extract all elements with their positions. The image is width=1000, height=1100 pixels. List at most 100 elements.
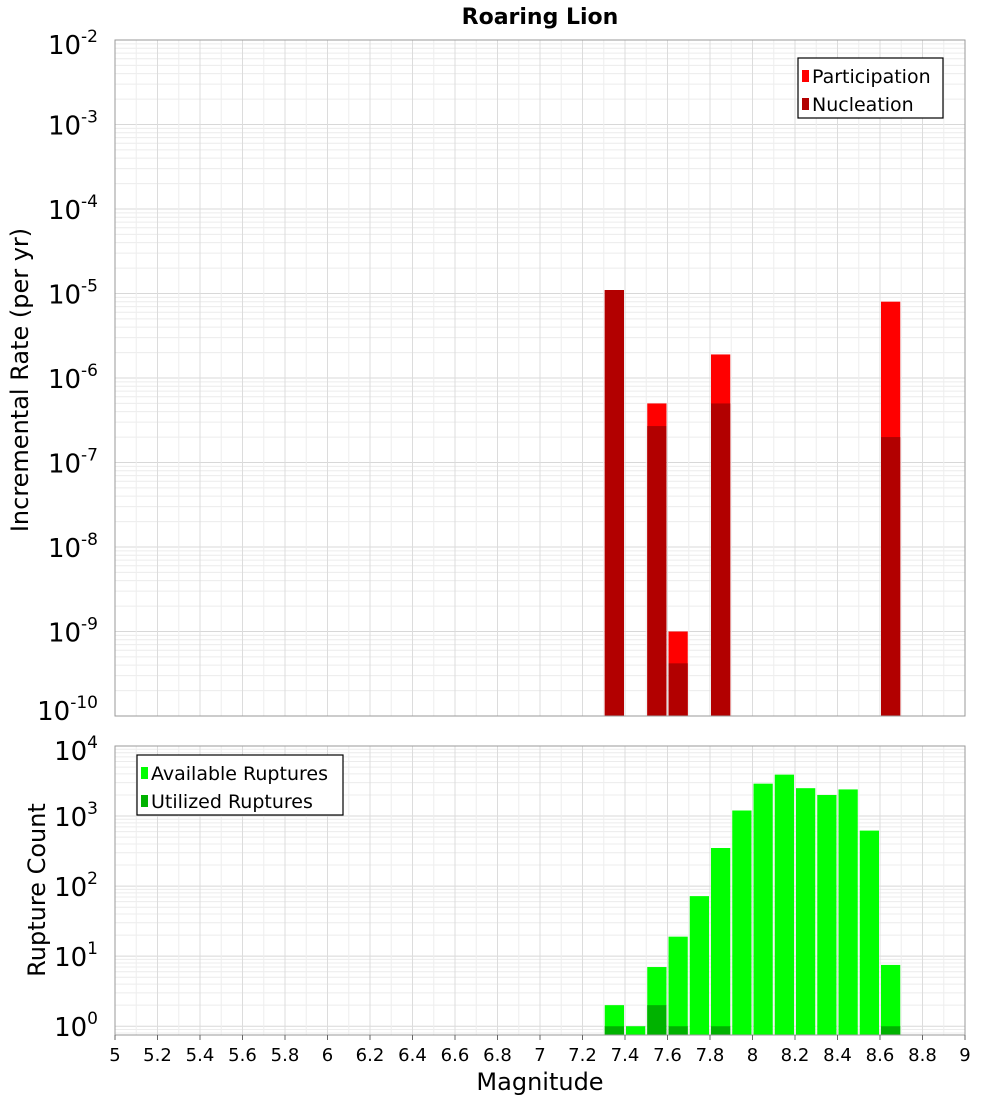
bottom-bar-available-ruptures [689, 896, 709, 1035]
bottom-bar-available-ruptures [774, 774, 794, 1035]
top-y-tick-base: 10 [48, 31, 81, 61]
bottom-bar-available-ruptures [711, 848, 731, 1035]
bottom-bar-utilized-ruptures [881, 1026, 901, 1035]
bottom-bar-available-ruptures [881, 964, 901, 1035]
top-y-tick-base: 10 [48, 365, 81, 395]
bottom-bar-utilized-ruptures [668, 1026, 688, 1035]
bottom-legend-box [136, 754, 344, 816]
top-plot-frame [114, 39, 966, 717]
x-tick-label: 7.6 [653, 1045, 682, 1066]
bottom-y-tick-label: 104 [54, 733, 98, 767]
top-legend-label: Nucleation [812, 94, 914, 116]
bottom-bar-utilized-ruptures [604, 1026, 624, 1035]
bottom-y-tick-exponent: 0 [87, 1009, 98, 1029]
top-bar-nucleation [604, 290, 624, 716]
chart-title: Roaring Lion [462, 5, 619, 30]
bottom-bar-available-ruptures [817, 794, 837, 1035]
x-tick-label: 6 [322, 1045, 333, 1066]
bottom-bar-available-ruptures [732, 810, 752, 1035]
top-plot-area: 10-210-310-410-510-610-710-810-910-10Par… [37, 27, 966, 727]
top-y-tick-base: 10 [48, 112, 81, 142]
x-tick-label: 8.4 [823, 1045, 852, 1066]
x-tick-label: 7.8 [696, 1045, 725, 1066]
top-legend-label: Participation [812, 66, 931, 88]
x-tick-label: 8 [747, 1045, 758, 1066]
top-y-tick-label: 10-8 [48, 530, 98, 564]
bottom-bar-available-ruptures [668, 936, 688, 1035]
top-bar-nucleation [711, 403, 731, 716]
bottom-y-tick-base: 10 [54, 1013, 87, 1043]
top-y-tick-exponent: -3 [81, 108, 98, 128]
top-y-axis-label: Incremental Rate (per yr) [6, 228, 34, 532]
bottom-y-tick-base: 10 [54, 873, 87, 903]
top-y-tick-label: 10-3 [48, 108, 98, 142]
bottom-y-tick-exponent: 1 [87, 939, 98, 959]
x-tick-label: 8.6 [866, 1045, 895, 1066]
x-tick-label: 5.2 [143, 1045, 172, 1066]
top-y-tick-base: 10 [48, 450, 81, 480]
top-y-tick-label: 10-5 [48, 277, 98, 311]
bottom-legend-label: Utilized Ruptures [151, 791, 313, 813]
x-tick-label: 8.8 [908, 1045, 937, 1066]
top-y-tick-base: 10 [48, 619, 81, 649]
x-tick-label: 7.4 [611, 1045, 640, 1066]
bottom-legend-label: Available Ruptures [151, 763, 328, 785]
top-bar-nucleation [668, 663, 688, 716]
bottom-bar-available-ruptures [753, 783, 773, 1035]
top-y-tick-label: 10-6 [48, 361, 98, 395]
top-y-tick-exponent: -9 [81, 615, 98, 635]
top-y-tick-label: 10-7 [48, 446, 98, 480]
x-tick-label: 5.4 [186, 1045, 215, 1066]
top-y-tick-base: 10 [48, 534, 81, 564]
top-y-tick-exponent: -2 [81, 27, 98, 47]
bottom-y-tick-base: 10 [54, 737, 87, 767]
top-y-tick-exponent: -5 [81, 277, 98, 297]
top-y-tick-label: 10-10 [37, 693, 98, 727]
top-bar-nucleation [647, 426, 667, 716]
x-tick-label: 6.4 [398, 1045, 427, 1066]
x-tick-label: 6.6 [441, 1045, 470, 1066]
top-y-tick-base: 10 [37, 697, 70, 727]
top-y-tick-base: 10 [48, 281, 81, 311]
top-y-tick-exponent: -8 [81, 530, 98, 550]
top-y-tick-label: 10-4 [48, 192, 98, 226]
x-tick-label: 6.2 [356, 1045, 385, 1066]
top-legend-swatch [802, 98, 809, 110]
bottom-y-tick-label: 102 [54, 869, 98, 903]
top-legend-swatch [802, 70, 809, 82]
bottom-y-axis-label: Rupture Count [23, 803, 51, 977]
top-y-tick-exponent: -6 [81, 361, 98, 381]
bottom-bar-available-ruptures [838, 789, 858, 1035]
x-tick-label: 5 [109, 1045, 120, 1066]
top-y-tick-exponent: -7 [81, 446, 98, 466]
x-tick-label: 7.2 [568, 1045, 597, 1066]
bottom-bar-utilized-ruptures [647, 1005, 667, 1035]
bottom-bar-available-ruptures [796, 788, 816, 1035]
top-y-tick-base: 10 [48, 196, 81, 226]
bottom-y-tick-label: 103 [54, 799, 98, 833]
x-tick-label: 8.2 [781, 1045, 810, 1066]
bottom-y-tick-exponent: 3 [87, 799, 98, 819]
top-y-tick-label: 10-9 [48, 615, 98, 649]
bottom-bar-available-ruptures [859, 830, 879, 1035]
top-y-tick-exponent: -10 [70, 693, 98, 713]
x-tick-label: 9 [959, 1045, 970, 1066]
bottom-legend-swatch [141, 767, 148, 779]
bottom-bar-available-ruptures [626, 1026, 646, 1035]
bottom-bar-utilized-ruptures [711, 1026, 731, 1035]
bottom-y-tick-exponent: 2 [87, 869, 98, 889]
top-bar-nucleation [881, 437, 901, 716]
x-tick-label: 5.6 [228, 1045, 257, 1066]
bottom-y-tick-label: 101 [54, 939, 98, 973]
top-y-tick-label: 10-2 [48, 27, 98, 61]
x-tick-label: 5.8 [271, 1045, 300, 1066]
x-tick-label: 6.8 [483, 1045, 512, 1066]
x-tick-label: 7 [534, 1045, 545, 1066]
x-axis-label: Magnitude [476, 1068, 603, 1096]
bottom-y-tick-label: 100 [54, 1009, 98, 1043]
top-y-tick-exponent: -4 [81, 192, 98, 212]
top-legend-box [797, 57, 944, 119]
bottom-y-tick-exponent: 4 [87, 733, 98, 753]
